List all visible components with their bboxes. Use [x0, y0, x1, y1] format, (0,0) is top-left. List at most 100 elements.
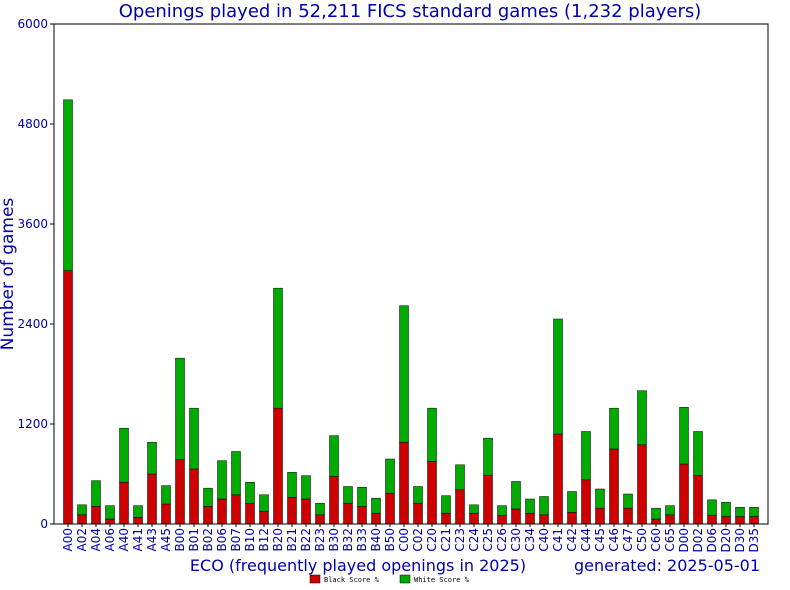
x-tick-label-c34: C34	[523, 528, 537, 552]
bar-white-a41	[133, 505, 143, 518]
bar-black-b07	[231, 494, 241, 525]
x-tick-label-c24: C24	[467, 528, 481, 552]
bar-white-a40	[119, 427, 129, 483]
generated-date: generated: 2025-05-01	[574, 556, 760, 575]
x-tick-label-a43: A43	[145, 528, 159, 551]
bar-white-d20	[721, 502, 731, 517]
x-tick-label-b10: B10	[243, 528, 257, 552]
bar-white-c44	[581, 431, 591, 481]
x-tick-label-c41: C41	[551, 528, 565, 552]
x-tick-label-b30: B30	[327, 528, 341, 552]
x-tick-label-d35: D35	[747, 528, 761, 553]
x-tick-label-a04: A04	[89, 528, 103, 551]
x-tick-label-a41: A41	[131, 528, 145, 551]
x-tick-label-d06: D06	[705, 528, 719, 553]
x-tick-label-b01: B01	[187, 528, 201, 552]
bar-white-d00	[679, 407, 689, 465]
bar-white-a04	[91, 480, 101, 507]
x-tick-label-b06: B06	[215, 528, 229, 552]
x-tick-label-b07: B07	[229, 528, 243, 552]
bar-black-b50	[385, 492, 395, 525]
bar-black-c60	[651, 518, 661, 525]
bar-white-c23	[455, 464, 465, 491]
chart-title: Openings played in 52,211 FICS standard …	[119, 1, 702, 22]
bar-black-c34	[525, 512, 535, 525]
bar-black-b22	[301, 498, 311, 525]
legend: Black Score % White Score %	[309, 574, 470, 584]
y-tick-label: 0	[40, 517, 48, 531]
bar-black-c40	[539, 514, 549, 525]
bar-black-a06	[105, 518, 115, 525]
x-tick-label-b12: B12	[257, 528, 271, 552]
bar-white-a45	[161, 485, 171, 505]
bar-white-c26	[497, 505, 507, 516]
x-tick-label-c60: C60	[649, 528, 663, 552]
bar-black-c00	[399, 442, 409, 525]
x-tick-label-b21: B21	[285, 528, 299, 552]
bar-white-c60	[651, 507, 661, 520]
bar-white-c42	[567, 491, 577, 513]
x-tick-label-c47: C47	[621, 528, 635, 552]
bar-white-d30	[735, 507, 745, 517]
legend-label-white: White Score %	[414, 576, 470, 584]
x-tick-label-a02: A02	[75, 528, 89, 551]
x-tick-label-b40: B40	[369, 528, 383, 552]
x-tick-label-a45: A45	[159, 528, 173, 551]
x-tick-label-c00: C00	[397, 528, 411, 552]
bar-white-a02	[77, 504, 87, 516]
bar-black-a00	[63, 270, 73, 525]
x-tick-label-b22: B22	[299, 528, 313, 552]
bar-black-c65	[665, 514, 675, 525]
y-tick-label: 2400	[17, 317, 48, 331]
bar-white-a00	[63, 99, 73, 271]
legend-swatch-white	[399, 574, 411, 584]
bar-black-c44	[581, 479, 591, 525]
bar-white-b22	[301, 475, 311, 500]
bar-white-c41	[553, 318, 563, 435]
x-tick-label-c20: C20	[425, 528, 439, 552]
bar-black-a41	[133, 517, 143, 525]
bar-white-c50	[637, 390, 647, 446]
bar-white-c24	[469, 504, 479, 514]
bar-white-d02	[693, 431, 703, 476]
bar-white-c46	[609, 407, 619, 450]
bar-black-d20	[721, 516, 731, 525]
bar-white-d35	[749, 507, 759, 517]
x-tick-label-c42: C42	[565, 528, 579, 552]
bar-white-d06	[707, 499, 717, 516]
bar-black-c24	[469, 512, 479, 525]
bar-white-b30	[329, 435, 339, 477]
x-tick-label-c40: C40	[537, 528, 551, 552]
x-tick-label-b33: B33	[355, 528, 369, 552]
bar-black-c20	[427, 461, 437, 525]
x-tick-label-b23: B23	[313, 528, 327, 552]
x-tick-label-b20: B20	[271, 528, 285, 552]
bar-black-b23	[315, 514, 325, 525]
bar-black-a02	[77, 514, 87, 525]
x-tick-label-c45: C45	[593, 528, 607, 552]
bar-white-c20	[427, 407, 437, 462]
bar-white-c47	[623, 493, 633, 509]
bar-black-b30	[329, 476, 339, 525]
bar-black-a43	[147, 473, 157, 525]
bar-black-c26	[497, 515, 507, 525]
bar-black-c46	[609, 448, 619, 525]
bar-black-d02	[693, 475, 703, 525]
x-tick-label-b32: B32	[341, 528, 355, 552]
x-tick-label-b02: B02	[201, 528, 215, 552]
bar-black-b40	[371, 512, 381, 525]
x-tick-label-a06: A06	[103, 528, 117, 551]
bar-black-c50	[637, 444, 647, 525]
bar-black-c47	[623, 507, 633, 525]
x-axis-label: ECO (frequently played openings in 2025)	[190, 556, 526, 575]
bar-white-c00	[399, 305, 409, 443]
bar-white-b40	[371, 497, 381, 514]
bars-layer	[63, 99, 759, 525]
bar-white-b50	[385, 458, 395, 494]
bar-black-d30	[735, 516, 745, 525]
x-tick-label-c50: C50	[635, 528, 649, 552]
x-tick-label-b00: B00	[173, 528, 187, 552]
bar-black-a04	[91, 506, 101, 525]
bar-white-b32	[343, 486, 353, 504]
